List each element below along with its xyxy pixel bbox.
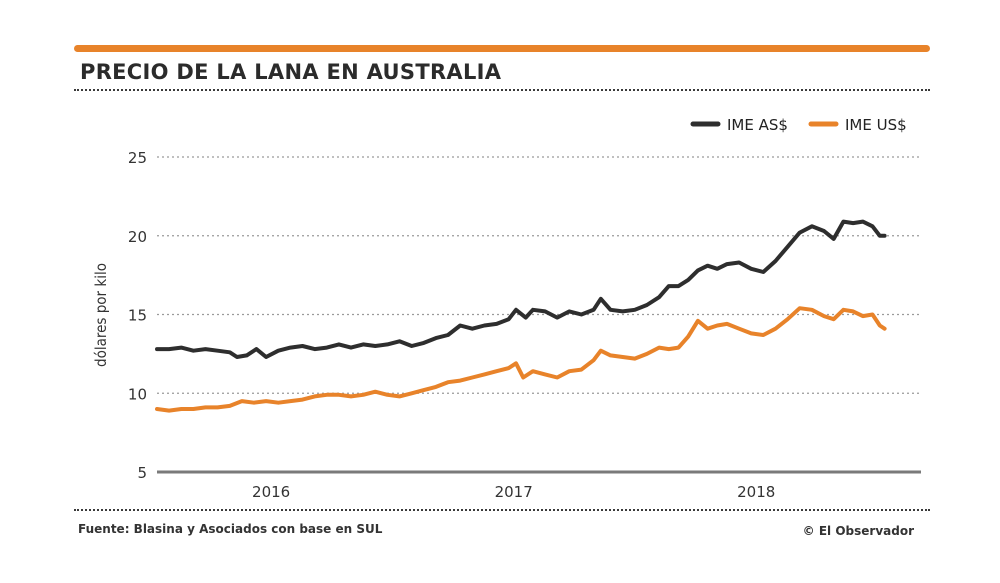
footer-divider xyxy=(74,509,930,511)
grid-lines xyxy=(157,156,921,394)
legend-label: IME US$ xyxy=(845,116,907,134)
y-tick-label: 20 xyxy=(128,228,147,246)
accent-bar xyxy=(74,45,930,52)
y-tick-label: 5 xyxy=(137,464,147,482)
x-tick-label: 2017 xyxy=(495,483,533,501)
axes: 5 10 15 20 25 2016 2017 2018 dólares por kilo xyxy=(92,149,921,501)
y-tick-label: 15 xyxy=(128,307,147,325)
x-tick-label: 2018 xyxy=(737,483,775,501)
chart-title: PRECIO DE LA LANA EN AUSTRALIA xyxy=(80,60,502,84)
source-note: Fuente: Blasina y Asociados con base en … xyxy=(78,522,383,536)
title-divider xyxy=(74,89,930,91)
legend: IME AS$ IME US$ xyxy=(690,116,907,134)
series-line-ime-us xyxy=(155,306,887,413)
x-tick-label: 2016 xyxy=(252,483,290,501)
legend-label: IME AS$ xyxy=(727,116,788,134)
credit-note: © El Observador xyxy=(802,524,914,538)
y-tick-label: 25 xyxy=(128,149,147,167)
y-tick-label: 10 xyxy=(128,385,147,403)
series-line-ime-as xyxy=(155,219,887,359)
series-lines xyxy=(155,219,887,413)
y-axis-label: dólares por kilo xyxy=(92,263,110,367)
